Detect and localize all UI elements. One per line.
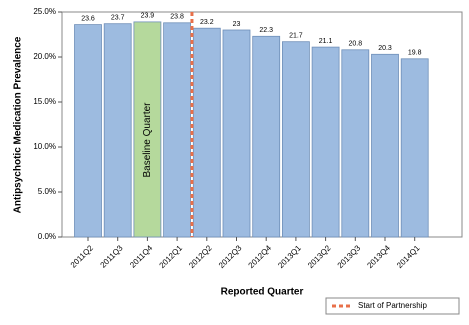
bar: [252, 35, 281, 238]
y-tick-label: 20.0%: [33, 52, 56, 61]
bar: [400, 58, 429, 238]
x-tick-label: 2011Q3: [99, 243, 125, 269]
x-axis-title: Reported Quarter: [221, 287, 304, 298]
x-tick-label: 2013Q1: [276, 243, 303, 270]
bar: [222, 29, 251, 238]
x-tick-label: 2011Q4: [128, 243, 154, 269]
value-label: 21.1: [319, 38, 333, 45]
x-tick-label: 2013Q2: [306, 243, 333, 270]
bar: [281, 41, 310, 238]
legend-label: Start of Partnership: [358, 301, 427, 310]
value-label: 23.6: [81, 15, 95, 22]
x-tick-label: 2014Q1: [395, 243, 422, 270]
x-tick-label: 2013Q3: [336, 243, 363, 270]
bar: [311, 46, 340, 238]
bar: [74, 24, 102, 238]
bar: [371, 53, 399, 238]
value-label: 23.8: [170, 14, 184, 21]
bar: [192, 27, 221, 238]
value-label: 23.2: [200, 19, 214, 26]
value-label: 19.8: [408, 50, 422, 57]
y-tick-label: 25.0%: [33, 7, 56, 16]
value-label: 23: [233, 21, 241, 28]
y-tick-label: 15.0%: [33, 97, 56, 106]
legend-box: [325, 297, 460, 315]
bar: [163, 22, 192, 238]
x-tick-label: 2011Q2: [69, 243, 95, 269]
value-label: 23.7: [111, 15, 125, 22]
value-label: 21.7: [289, 33, 303, 40]
y-tick-label: 0.0%: [38, 232, 56, 241]
y-tick-label: 10.0%: [33, 142, 56, 151]
value-label: 22.3: [259, 27, 273, 34]
x-tick-label: 2012Q1: [158, 243, 185, 270]
x-tick-label: 2012Q3: [217, 243, 244, 270]
value-label: 20.8: [348, 41, 362, 48]
bar: [341, 49, 370, 238]
y-axis-title: Antipsychotic Medication Prevalence: [13, 36, 24, 213]
x-tick-label: 2012Q4: [247, 243, 274, 270]
y-tick-label: 5.0%: [38, 187, 56, 196]
x-tick-label: 2012Q2: [187, 243, 214, 270]
legend: Start of Partnership: [325, 297, 460, 315]
x-tick-label: 2013Q4: [365, 243, 392, 270]
bar: [103, 23, 132, 238]
value-label: 23.9: [141, 13, 155, 20]
value-label: 20.3: [378, 45, 392, 52]
bar-annotation: Baseline Quarter: [142, 102, 153, 178]
